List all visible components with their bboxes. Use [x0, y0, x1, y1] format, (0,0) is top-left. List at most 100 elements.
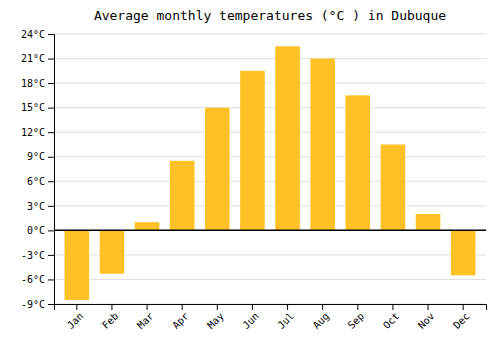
bar [65, 230, 90, 300]
x-tick-mark [357, 304, 358, 310]
y-tick: 0°C [27, 225, 54, 236]
bar [240, 71, 265, 231]
y-tick-mark [48, 304, 54, 305]
x-tick-label: Apr [170, 310, 191, 331]
y-tick-label: -9°C [21, 299, 45, 310]
y-tick: 18°C [21, 78, 54, 89]
y-axis: -9°C -6°C -3°C 0°C 3°C 6°C 9°C 12°C 15°C 18°C 21°C… [21, 29, 55, 310]
bar [205, 108, 230, 231]
x-tick-mark [147, 304, 148, 310]
x-tick-label: Nov [416, 310, 437, 331]
x-tick-label: Oct [381, 310, 402, 331]
y-tick-label: 21°C [21, 53, 45, 64]
y-tick-label: -3°C [21, 250, 45, 261]
y-tick-label: 18°C [21, 78, 45, 89]
x-tick: Apr [170, 304, 191, 331]
x-tick-mark [76, 304, 77, 310]
x-tick-mark [111, 304, 112, 310]
y-tick: 24°C [21, 29, 54, 40]
x-tick-mark [322, 304, 323, 310]
bar [275, 46, 300, 230]
grid-line [54, 156, 486, 157]
bar [451, 230, 476, 275]
x-tick: Aug [311, 304, 332, 331]
x-tick-label: Feb [100, 310, 121, 331]
x-tick: Sep [346, 304, 367, 331]
x-tick-label: Aug [311, 310, 332, 331]
x-tick-mark [252, 304, 253, 310]
x-axis: Jan Feb Mar Apr May Jun Jul Aug Sep Oct Nov Dec [55, 304, 487, 331]
x-tick: May [205, 304, 226, 331]
y-tick: 15°C [21, 102, 54, 113]
y-tick-mark [48, 230, 54, 231]
y-tick-mark [48, 83, 54, 84]
x-tick-mark [217, 304, 218, 310]
x-tick-label: Jan [65, 310, 86, 331]
x-tick: Feb [100, 304, 121, 331]
y-tick: 21°C [21, 53, 54, 64]
y-tick: -9°C [21, 299, 54, 310]
grid-line [54, 279, 486, 280]
bar [135, 222, 160, 230]
y-tick-mark [48, 181, 54, 182]
y-tick: -3°C [21, 250, 54, 261]
x-tick-label: Mar [135, 310, 156, 331]
bar [416, 214, 441, 230]
x-tick: Nov [416, 304, 437, 331]
y-tick-label: -6°C [21, 274, 45, 285]
chart: -9°C -6°C -3°C 0°C 3°C 6°C 9°C 12°C 15°C 18°C 21°C… [0, 0, 500, 350]
x-tick-label: Sep [346, 310, 367, 331]
y-tick-label: 3°C [27, 201, 45, 212]
bar [381, 144, 406, 230]
y-tick-mark [48, 279, 54, 280]
grid-line [54, 83, 486, 84]
y-tick-mark [48, 34, 54, 35]
y-tick-label: 15°C [21, 102, 45, 113]
bar [100, 230, 125, 273]
y-tick-label: 9°C [27, 151, 45, 162]
bars [54, 46, 486, 300]
x-tick-label: May [205, 310, 226, 331]
y-tick: 12°C [21, 127, 54, 138]
bar [310, 59, 335, 231]
bar [170, 161, 195, 231]
grid-line [54, 230, 486, 231]
grid [54, 34, 486, 304]
y-tick-label: 0°C [27, 225, 45, 236]
grid-line [54, 34, 486, 35]
bar [346, 95, 371, 230]
y-tick-mark [48, 255, 54, 256]
x-tick: Dec [451, 304, 472, 331]
x-tick-mark [287, 304, 288, 310]
grid-line [54, 205, 486, 206]
y-tick: 6°C [27, 176, 54, 187]
y-tick-mark [48, 132, 54, 133]
x-tick-label: Dec [451, 310, 472, 331]
x-tick: Mar [135, 304, 156, 331]
y-tick-mark [48, 108, 54, 109]
y-tick-mark [48, 59, 54, 60]
title: Average monthly temperatures (°C ) in Du… [94, 8, 446, 23]
grid-line [54, 107, 486, 108]
x-tick: Jul [275, 304, 296, 331]
x-tick: Jan [65, 304, 86, 331]
x-tick: Jun [240, 304, 261, 331]
grid-line [54, 58, 486, 59]
y-tick: 9°C [27, 151, 54, 162]
x-tick-label: Jul [275, 310, 296, 331]
x-tick: Oct [381, 304, 402, 331]
grid-line [54, 181, 486, 182]
y-axis-line [48, 35, 55, 305]
y-tick-mark [48, 157, 54, 158]
y-tick-label: 24°C [21, 29, 45, 40]
x-tick-mark [182, 304, 183, 310]
y-tick-label: 12°C [21, 127, 45, 138]
y-tick-mark [48, 206, 54, 207]
y-tick: -6°C [21, 274, 54, 285]
x-tick-label: Jun [240, 310, 261, 331]
x-axis-line [55, 305, 487, 311]
x-tick-mark [428, 304, 429, 310]
y-tick-label: 6°C [27, 176, 45, 187]
x-tick-mark [463, 304, 464, 310]
zero-line [54, 230, 486, 232]
